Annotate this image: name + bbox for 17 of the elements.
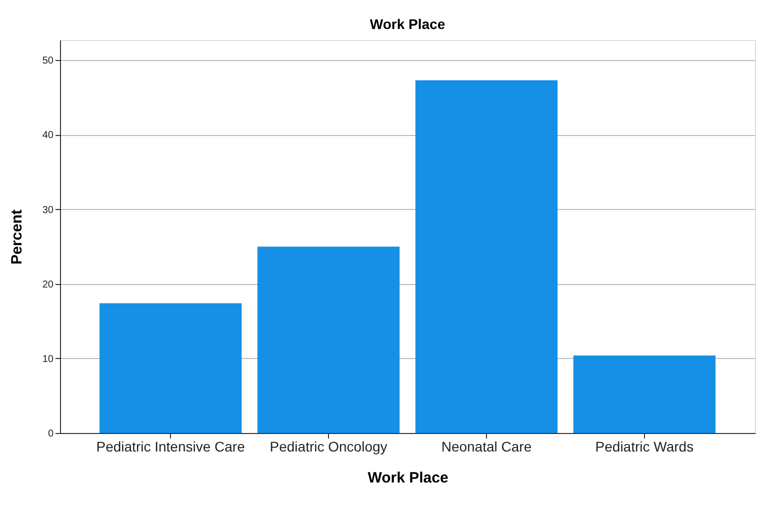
x-tick-label: Pediatric Oncology bbox=[270, 438, 388, 454]
y-tick-label: 50 bbox=[42, 56, 54, 67]
x-tick-label: Pediatric Intensive Care bbox=[96, 438, 246, 454]
chart-title: Work Place bbox=[370, 16, 446, 32]
y-axis-title: Percent bbox=[8, 209, 26, 265]
x-tick-label: Neonatal Care bbox=[441, 438, 532, 454]
bar bbox=[573, 355, 716, 433]
bar bbox=[257, 246, 400, 433]
y-tick-label: 30 bbox=[42, 204, 54, 216]
x-axis-title: Work Place bbox=[368, 470, 448, 486]
bar bbox=[99, 303, 242, 433]
y-tick-label: 40 bbox=[42, 130, 54, 142]
y-tick-label: 20 bbox=[42, 279, 54, 290]
y-tick-label: 10 bbox=[42, 354, 54, 365]
bar bbox=[415, 80, 558, 433]
y-tick-label: 0 bbox=[48, 428, 54, 440]
x-tick-label: Pediatric Wards bbox=[595, 438, 694, 454]
